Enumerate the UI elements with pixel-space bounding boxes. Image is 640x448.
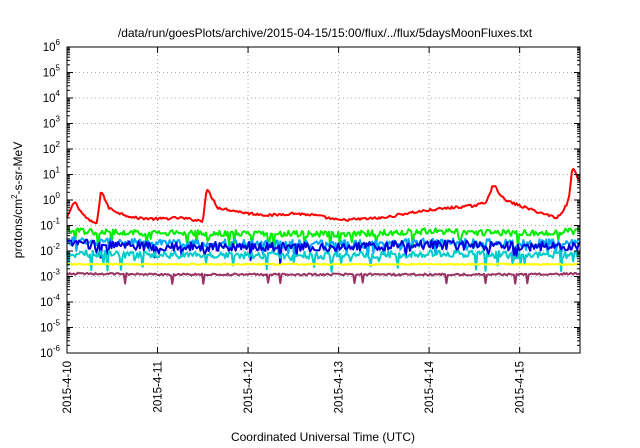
y-tick-exponent: -6 bbox=[53, 344, 61, 353]
y-tick-exponent: 1 bbox=[56, 166, 61, 175]
y-tick-base: 10 bbox=[43, 144, 56, 156]
series-line bbox=[66, 227, 581, 250]
y-tick-label: 105 bbox=[43, 64, 61, 80]
x-tick-label: 2015-4-10 bbox=[62, 361, 74, 413]
y-tick-base: 10 bbox=[40, 348, 53, 360]
y-tick-base: 10 bbox=[40, 246, 53, 258]
y-axis-label: protons/cm2-s-sr-MeV bbox=[10, 142, 25, 258]
series-lines bbox=[66, 167, 581, 285]
y-tick-base: 10 bbox=[43, 68, 56, 80]
chart-title: /data/run/goesPlots/archive/2015-04-15/1… bbox=[118, 26, 533, 40]
series-line bbox=[66, 238, 581, 266]
y-tick-label: 10-5 bbox=[40, 319, 60, 335]
y-tick-label: 10-2 bbox=[40, 242, 60, 258]
y-tick-labels: 10-610-510-410-310-210-11001011021031041… bbox=[40, 38, 60, 360]
grid-lines bbox=[67, 47, 580, 353]
y-tick-exponent: 5 bbox=[56, 64, 61, 73]
y-axis-label-sup: 2 bbox=[10, 194, 19, 199]
series-line bbox=[66, 249, 581, 273]
y-tick-label: 100 bbox=[43, 191, 61, 207]
y-tick-exponent: -1 bbox=[53, 217, 61, 226]
y-axis-label-prefix: protons/cm bbox=[11, 199, 25, 258]
y-tick-exponent: 4 bbox=[56, 89, 61, 98]
x-tick-label: 2015-4-12 bbox=[243, 361, 255, 413]
y-tick-label: 10-1 bbox=[40, 217, 60, 233]
y-tick-exponent: 2 bbox=[56, 140, 61, 149]
y-tick-base: 10 bbox=[43, 42, 56, 54]
y-tick-base: 10 bbox=[40, 297, 53, 309]
y-tick-label: 104 bbox=[43, 89, 61, 105]
y-tick-base: 10 bbox=[43, 119, 56, 131]
y-tick-exponent: -5 bbox=[53, 319, 61, 328]
y-tick-label: 10-4 bbox=[40, 293, 60, 309]
y-tick-label: 101 bbox=[43, 166, 61, 182]
y-tick-exponent: -3 bbox=[53, 268, 61, 277]
x-tick-label: 2015-4-13 bbox=[334, 361, 346, 413]
y-tick-label: 10-6 bbox=[40, 344, 60, 360]
y-tick-base: 10 bbox=[40, 272, 53, 284]
y-tick-base: 10 bbox=[40, 221, 53, 233]
y-tick-label: 10-3 bbox=[40, 268, 60, 284]
x-tick-labels: 2015-4-10 2015-4-11 2015-4-12 2015-4-13 2015… bbox=[62, 360, 527, 413]
y-tick-exponent: 0 bbox=[56, 191, 61, 200]
series-line bbox=[66, 167, 581, 225]
y-tick-exponent: 3 bbox=[56, 115, 61, 124]
y-tick-exponent: 6 bbox=[56, 38, 61, 47]
y-tick-base: 10 bbox=[43, 195, 56, 207]
series-line bbox=[66, 262, 581, 267]
axis-ticks bbox=[66, 46, 580, 354]
y-axis-label-suffix: -s-sr-MeV bbox=[11, 142, 25, 195]
y-tick-exponent: -2 bbox=[53, 242, 61, 251]
x-tick-label: 2015-4-11 bbox=[153, 361, 165, 413]
y-tick-base: 10 bbox=[43, 170, 56, 182]
y-tick-label: 106 bbox=[43, 38, 61, 54]
series-line bbox=[66, 271, 581, 285]
x-tick-label: 2015-4-15 bbox=[515, 361, 527, 413]
x-axis-label: Coordinated Universal Time (UTC) bbox=[231, 430, 415, 444]
y-tick-label: 103 bbox=[43, 115, 61, 131]
y-tick-base: 10 bbox=[40, 323, 53, 335]
y-tick-exponent: -4 bbox=[53, 293, 61, 302]
y-tick-base: 10 bbox=[43, 93, 56, 105]
x-tick-label: 2015-4-14 bbox=[424, 360, 436, 413]
y-tick-label: 102 bbox=[43, 140, 61, 156]
